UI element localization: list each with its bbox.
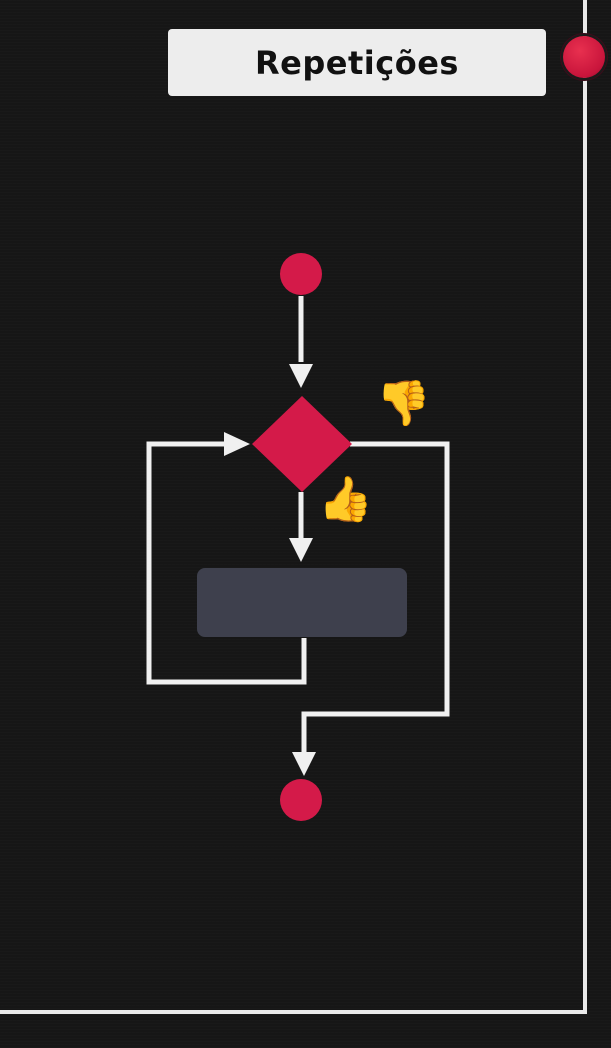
condition-diamond [252,396,352,492]
arrow-condition-to-end [301,441,450,752]
arrowhead-start-to-condition [289,364,313,388]
thumbs-down-icon: 👎 [376,378,431,429]
end-node [280,779,322,821]
start-node [280,253,322,295]
red-circle-icon [563,36,605,78]
slide-title: Repetições [255,43,459,82]
arrowhead-condition-to-end [292,752,316,776]
frame-border-bottom [0,1010,587,1014]
process-box [197,568,407,637]
frame-border-right [583,0,587,1014]
arrowhead-condition-to-process [289,538,313,562]
arrowhead-loop-back [224,432,250,456]
thumbs-up-icon: 👍 [318,474,373,525]
arrow-loop-back [146,441,307,685]
title-card: Repetições [168,29,546,96]
